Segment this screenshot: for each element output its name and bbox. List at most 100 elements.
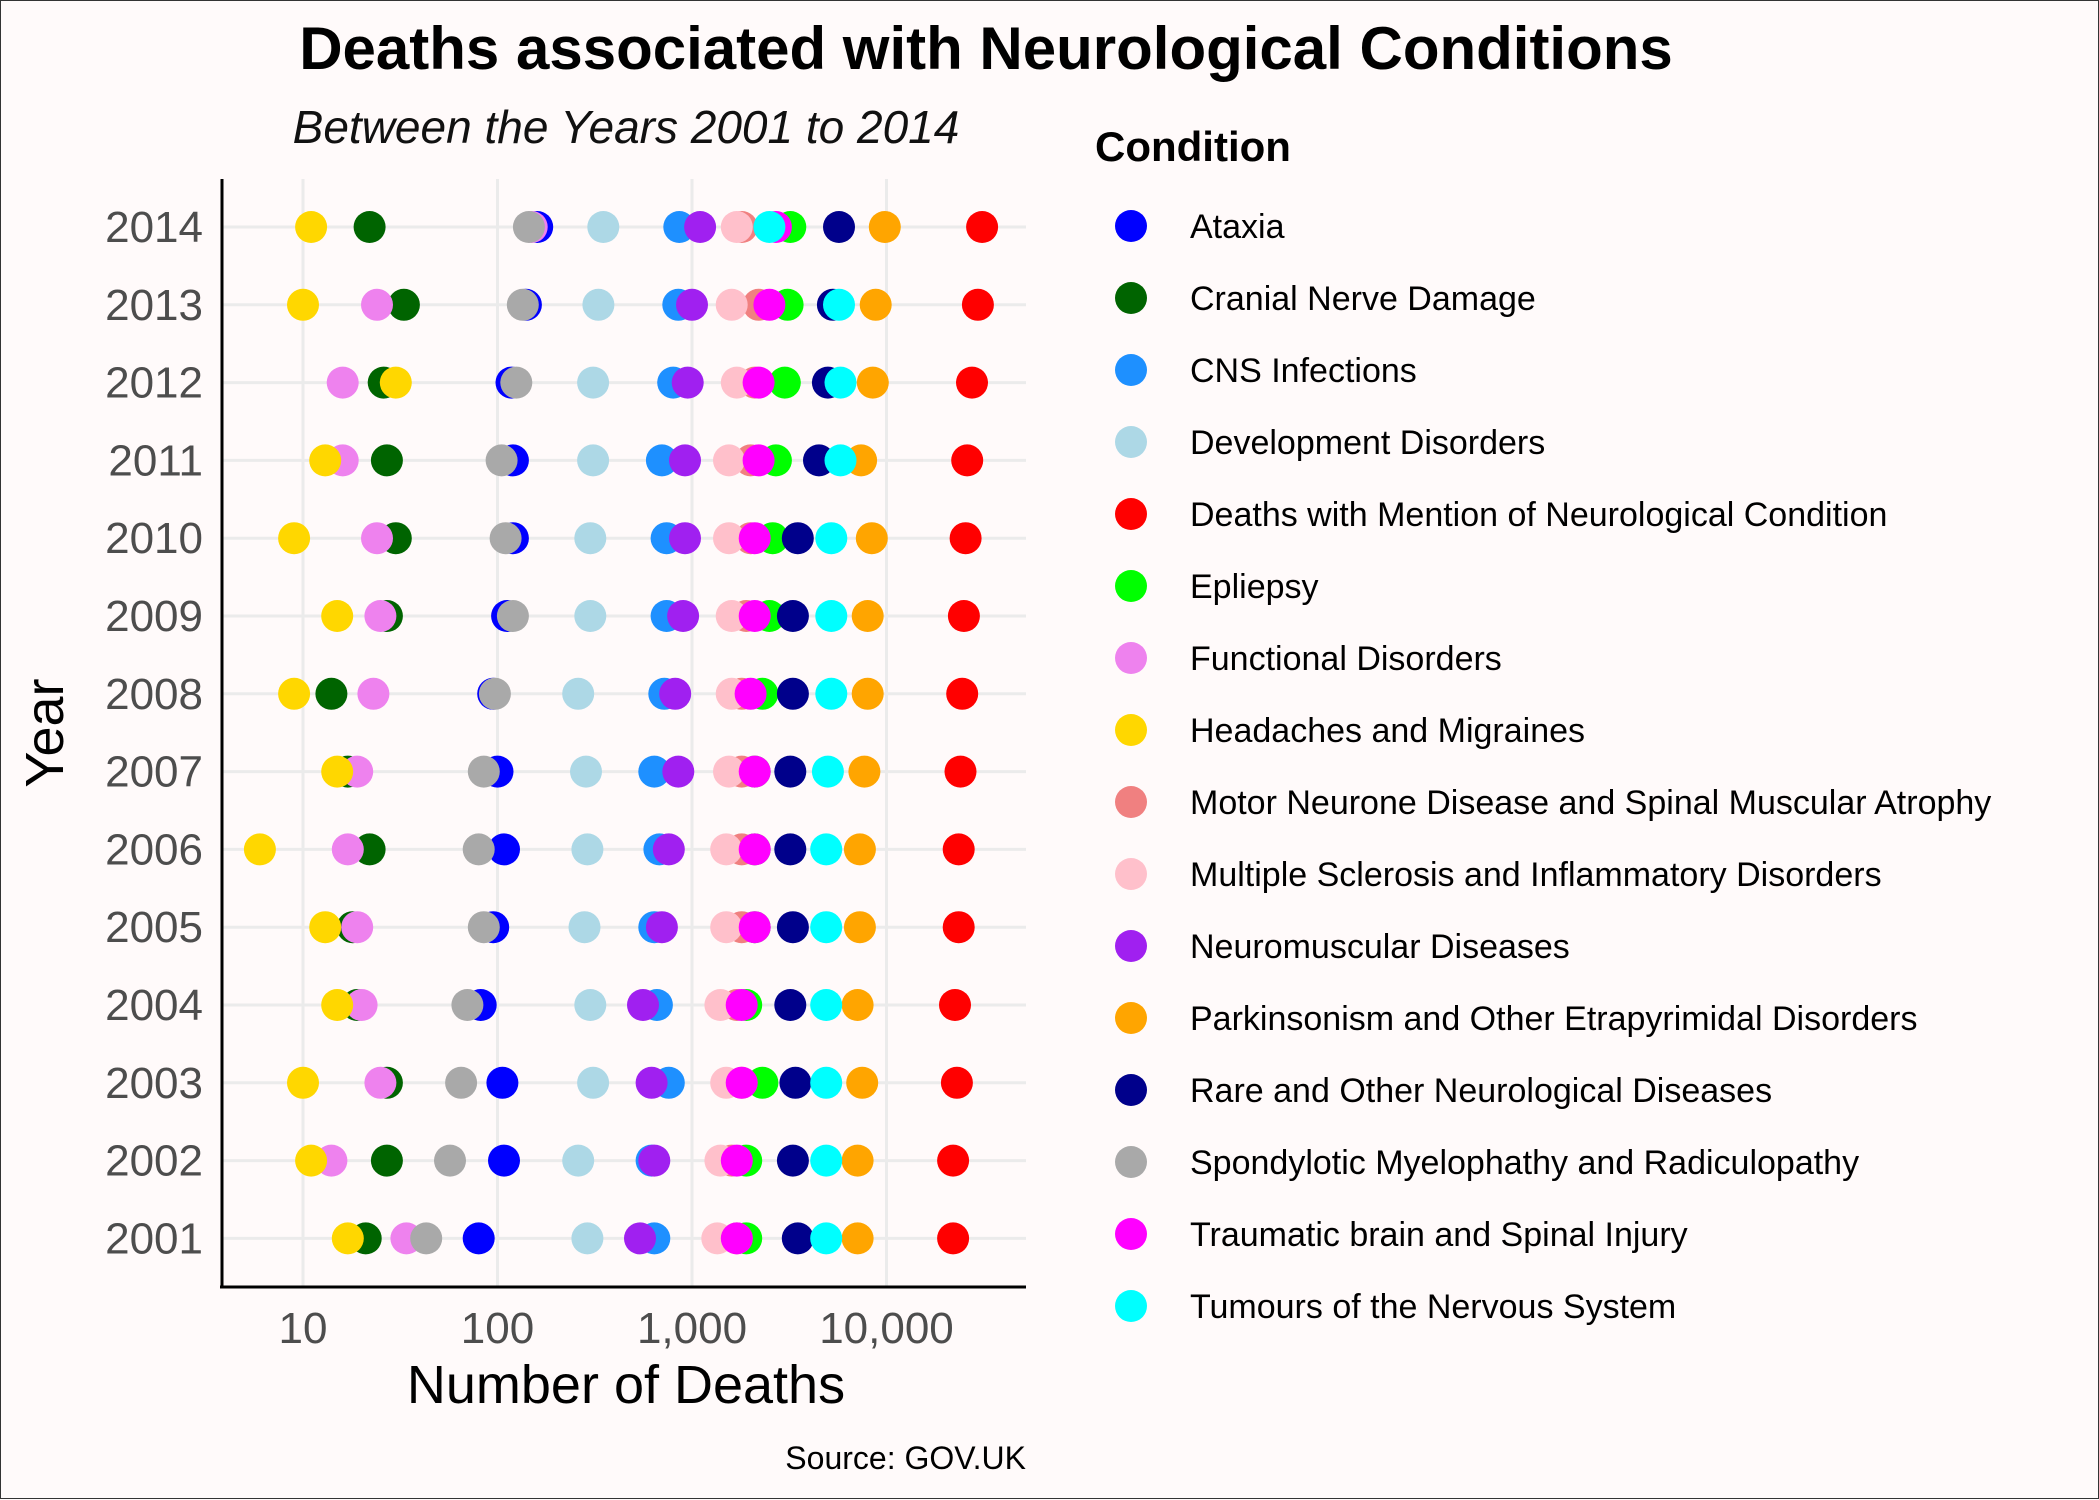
point-cranial-nerve-damage-2011	[370, 444, 403, 477]
point-tumours-of-the-nervous-system-2010	[815, 522, 848, 555]
point-ataxia-2003	[486, 1066, 519, 1099]
x-tick-labels: 10 100 1,000 10,000	[279, 1304, 954, 1353]
point-traumatic-brain-and-spinal-injury-2004	[725, 989, 758, 1021]
legend-label-development-disorders: Development Disorders	[1190, 424, 1545, 462]
point-traumatic-brain-and-spinal-injury-2003	[725, 1066, 758, 1099]
point-headaches-and-migraines-2004	[321, 989, 354, 1021]
point-ataxia-2006	[488, 833, 520, 866]
y-tick-label: 2008	[105, 670, 203, 719]
point-tumours-of-the-nervous-system-2013	[823, 288, 855, 321]
point-traumatic-brain-and-spinal-injury-2012	[742, 366, 775, 399]
point-cranial-nerve-damage-2002	[370, 1144, 403, 1177]
x-tick-label: 10	[279, 1304, 328, 1353]
point-spondylotic-myelophathy-and-radiculopathy-2014	[512, 211, 545, 243]
y-tick-label: 2006	[105, 825, 203, 874]
chart-subtitle: Between the Years 2001 to 2014	[293, 101, 960, 153]
point-rare-and-other-neurological-diseases-2006	[774, 833, 807, 866]
legend-label-cranial-nerve-damage: Cranial Nerve Damage	[1190, 280, 1536, 318]
y-tick-label: 2001	[105, 1214, 203, 1263]
y-tick-label: 2004	[105, 981, 203, 1030]
point-deaths-with-mention-of-neurological-condition-2011	[951, 444, 984, 477]
point-deaths-with-mention-of-neurological-condition-2001	[937, 1222, 970, 1255]
point-tumours-of-the-nervous-system-2003	[810, 1066, 843, 1099]
point-development-disorders-2001	[571, 1222, 604, 1255]
point-rare-and-other-neurological-diseases-2004	[774, 989, 807, 1021]
point-parkinsonism-and-other-etrapyrimidal-disorders-2006	[843, 833, 876, 866]
point-neuromuscular-diseases-2006	[652, 833, 685, 866]
point-development-disorders-2008	[562, 677, 595, 710]
point-parkinsonism-and-other-etrapyrimidal-disorders-2004	[841, 989, 874, 1021]
point-parkinsonism-and-other-etrapyrimidal-disorders-2010	[855, 522, 888, 555]
point-tumours-of-the-nervous-system-2008	[815, 677, 848, 710]
legend-key-cns-infections	[1115, 354, 1147, 386]
point-headaches-and-migraines-2009	[321, 600, 354, 632]
legend-label-rare-and-other-neurological-diseases: Rare and Other Neurological Diseases	[1190, 1072, 1772, 1110]
y-tick-label: 2005	[105, 903, 203, 952]
y-tick-label: 2003	[105, 1059, 203, 1108]
point-tumours-of-the-nervous-system-2011	[824, 444, 857, 477]
point-tumours-of-the-nervous-system-2014	[753, 211, 786, 243]
point-development-disorders-2009	[574, 600, 607, 632]
point-neuromuscular-diseases-2009	[667, 600, 700, 632]
point-multiple-sclerosis-and-inflammatory-disorders-2014	[720, 211, 753, 243]
y-axis-title: Year	[15, 678, 75, 787]
point-functional-disorders-2006	[331, 833, 364, 866]
chart-title: Deaths associated with Neurological Cond…	[299, 15, 1673, 82]
point-deaths-with-mention-of-neurological-condition-2010	[949, 522, 982, 555]
point-spondylotic-myelophathy-and-radiculopathy-2008	[478, 677, 511, 710]
point-cns-infections-2007	[638, 755, 671, 788]
point-multiple-sclerosis-and-inflammatory-disorders-2005	[710, 911, 743, 944]
point-headaches-and-migraines-2013	[287, 288, 319, 321]
legend-label-neuromuscular-diseases: Neuromuscular Diseases	[1190, 928, 1570, 966]
point-traumatic-brain-and-spinal-injury-2010	[738, 522, 771, 555]
point-tumours-of-the-nervous-system-2009	[815, 600, 848, 632]
point-cranial-nerve-damage-2013	[387, 288, 420, 321]
point-neuromuscular-diseases-2011	[669, 444, 701, 477]
point-spondylotic-myelophathy-and-radiculopathy-2010	[489, 522, 522, 555]
caption: Source: GOV.UK	[785, 1440, 1026, 1476]
point-functional-disorders-2009	[364, 600, 397, 632]
point-headaches-and-migraines-2005	[309, 911, 342, 944]
legend-key-rare-and-other-neurological-diseases	[1115, 1074, 1147, 1106]
point-deaths-with-mention-of-neurological-condition-2009	[947, 600, 980, 632]
point-neuromuscular-diseases-2003	[635, 1066, 668, 1099]
legend: Ataxia Cranial Nerve Damage CNS Infections…	[1115, 208, 1991, 1326]
data-points	[243, 211, 999, 1255]
legend-label-cns-infections: CNS Infections	[1190, 352, 1417, 390]
legend-label-multiple-sclerosis-and-inflammatory-disorders: Multiple Sclerosis and Inflammatory Diso…	[1190, 856, 1882, 894]
point-development-disorders-2002	[562, 1144, 595, 1177]
legend-label-functional-disorders: Functional Disorders	[1190, 640, 1502, 678]
point-spondylotic-myelophathy-and-radiculopathy-2003	[445, 1066, 478, 1099]
x-axis-title: Number of Deaths	[407, 1355, 845, 1415]
x-tick-label: 100	[461, 1304, 534, 1353]
point-neuromuscular-diseases-2013	[676, 288, 708, 321]
point-parkinsonism-and-other-etrapyrimidal-disorders-2009	[851, 600, 884, 632]
point-rare-and-other-neurological-diseases-2002	[776, 1144, 809, 1177]
point-neuromuscular-diseases-2012	[671, 366, 704, 399]
point-rare-and-other-neurological-diseases-2005	[776, 911, 809, 944]
point-development-disorders-2005	[568, 911, 601, 944]
point-spondylotic-myelophathy-and-radiculopathy-2005	[467, 911, 500, 944]
point-epliepsy-2012	[768, 366, 801, 399]
point-traumatic-brain-and-spinal-injury-2011	[742, 444, 775, 477]
point-rare-and-other-neurological-diseases-2009	[776, 600, 809, 632]
point-functional-disorders-2005	[341, 911, 374, 944]
point-parkinsonism-and-other-etrapyrimidal-disorders-2005	[843, 911, 876, 944]
point-ataxia-2001	[462, 1222, 495, 1255]
point-headaches-and-migraines-2002	[295, 1144, 328, 1177]
legend-label-motor-neurone-disease-and-spinal-muscular-atrophy: Motor Neurone Disease and Spinal Muscula…	[1190, 784, 1991, 822]
point-multiple-sclerosis-and-inflammatory-disorders-2013	[715, 288, 748, 321]
point-neuromuscular-diseases-2004	[627, 989, 659, 1021]
legend-label-ataxia: Ataxia	[1190, 208, 1285, 246]
point-cranial-nerve-damage-2008	[315, 677, 348, 710]
point-tumours-of-the-nervous-system-2012	[824, 366, 857, 399]
point-development-disorders-2003	[577, 1066, 610, 1099]
point-development-disorders-2013	[582, 288, 615, 321]
point-spondylotic-myelophathy-and-radiculopathy-2012	[500, 366, 533, 399]
legend-key-deaths-with-mention-of-neurological-condition	[1115, 498, 1147, 530]
legend-title: Condition	[1095, 123, 1291, 170]
point-cns-infections-2011	[645, 444, 678, 477]
point-tumours-of-the-nervous-system-2001	[810, 1222, 843, 1255]
